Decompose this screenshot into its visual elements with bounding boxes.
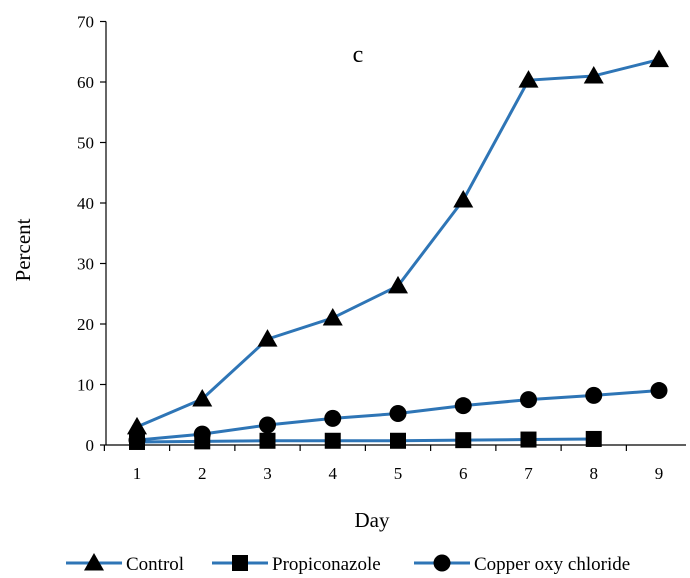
legend-entry: Control [66, 553, 184, 575]
x-tick-label: 6 [459, 464, 468, 483]
data-point-control [322, 307, 343, 326]
data-point-copper-oxy-chloride [585, 386, 603, 404]
x-tick-label: 8 [590, 464, 599, 483]
y-tick-label: 60 [77, 73, 94, 92]
data-point-control [192, 389, 213, 407]
data-point-propiconazole [129, 433, 145, 450]
x-tick-label: 2 [198, 464, 207, 483]
y-tick-label: 0 [86, 436, 95, 455]
data-point-control [257, 329, 278, 347]
series-line-propiconazole [136, 437, 594, 444]
y-tick-label: 70 [77, 13, 94, 32]
legend-label: Copper oxy chloride [474, 554, 630, 575]
legend-marker [232, 555, 248, 571]
data-point-propiconazole [455, 432, 472, 449]
x-tick-label: 5 [394, 464, 403, 483]
data-point-copper-oxy-chloride [259, 416, 276, 434]
legend-label: Control [126, 554, 184, 575]
data-point-control [453, 189, 474, 208]
legend-entry: Copper oxy chloride [414, 554, 630, 575]
x-tick-label: 4 [329, 464, 338, 483]
legend-marker [84, 553, 104, 571]
data-point-propiconazole [259, 432, 276, 449]
legend-label: Propiconazole [272, 554, 381, 575]
y-tick-label: 40 [77, 194, 94, 213]
x-tick-label: 3 [263, 464, 272, 483]
chart-annotation: c [353, 42, 364, 68]
data-point-control [518, 70, 539, 88]
x-tick-label: 7 [524, 464, 533, 483]
data-point-propiconazole [194, 433, 211, 450]
x-tick-label: 9 [655, 464, 664, 483]
axes: 0 10 20 30 40 50 60 70 1 2 3 4 5 6 7 8 9 [77, 13, 686, 483]
y-tick-label: 30 [77, 255, 94, 274]
data-point-control [583, 65, 604, 84]
data-point-propiconazole [390, 432, 406, 449]
series-line-control [136, 58, 660, 429]
y-tick-label: 50 [77, 134, 94, 153]
data-point-control [649, 49, 669, 68]
data-point-control [388, 275, 408, 294]
plot-area [127, 49, 669, 450]
legend-entry: Propiconazole [212, 554, 381, 575]
legend-marker [433, 554, 451, 572]
data-point-propiconazole [585, 430, 602, 447]
y-tick-label: 20 [77, 315, 94, 334]
legend: Control Propiconazole Copper oxy chloride [66, 553, 630, 575]
x-tick-label: 1 [133, 464, 142, 483]
data-point-propiconazole [324, 432, 341, 449]
data-point-control [127, 416, 147, 435]
data-point-propiconazole [520, 431, 537, 448]
x-axis-title: Day [355, 508, 390, 532]
data-point-copper-oxy-chloride [650, 382, 668, 400]
data-point-copper-oxy-chloride [324, 409, 342, 427]
data-point-copper-oxy-chloride [520, 391, 537, 409]
y-tick-label: 10 [77, 376, 94, 395]
y-axis-title: Percent [11, 218, 35, 281]
data-point-copper-oxy-chloride [454, 397, 472, 415]
data-point-copper-oxy-chloride [389, 405, 407, 423]
